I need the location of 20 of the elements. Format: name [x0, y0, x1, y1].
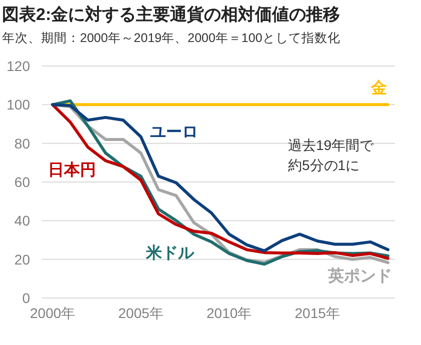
y-tick-label: 40 [14, 212, 30, 229]
x-tick-label: 2005年 [118, 305, 164, 321]
series-label: 金 [370, 79, 387, 97]
y-tick-label: 20 [14, 251, 30, 268]
y-tick-label: 80 [14, 135, 30, 152]
y-tick-label: 120 [6, 58, 30, 74]
series-label: 日本円 [48, 161, 96, 179]
annotation: 約5分の1に [288, 157, 360, 173]
series-label: 米ドル [145, 244, 195, 262]
annotation: 過去19年間で [288, 137, 375, 153]
y-tick-label: 60 [14, 174, 30, 190]
y-tick-label: 0 [22, 290, 30, 306]
x-tick-label: 2015年 [294, 305, 340, 321]
x-tick-label: 2000年 [30, 305, 76, 321]
series-label: 英ポンド [327, 267, 392, 285]
chart-subtitle: 年次、期間：2000年～2019年、2000年＝100として指数化 [2, 31, 340, 45]
y-tick-label: 100 [6, 96, 30, 113]
chart-title: 図表2:金に対する主要通貨の相対価値の推移 [2, 5, 340, 24]
series-label: ユーロ [150, 124, 198, 141]
x-tick-label: 2010年 [206, 305, 252, 321]
